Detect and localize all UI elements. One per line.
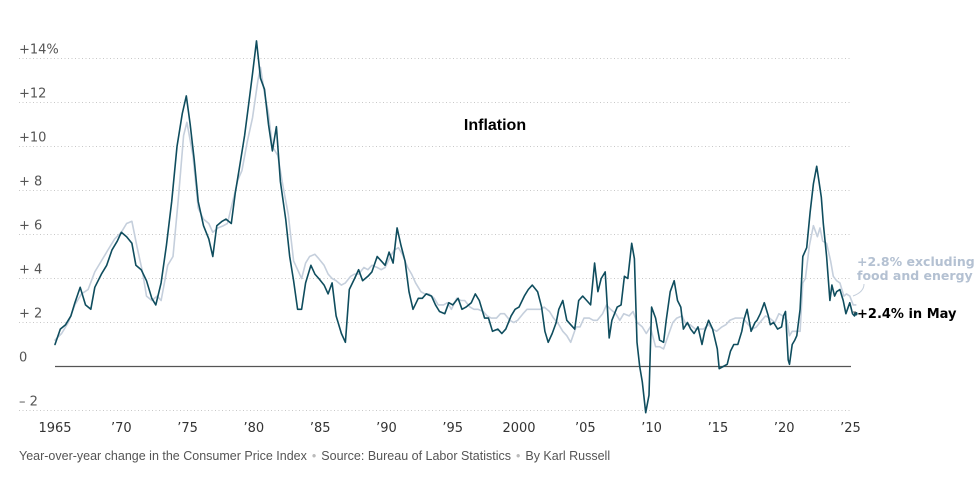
chart-byline: By Karl Russell (525, 449, 611, 463)
y-tick-label: + 8 (19, 175, 42, 190)
x-tick-label: 1965 (38, 421, 71, 436)
x-tick-label: ’20 (774, 421, 795, 436)
y-tick-label: + 2 (19, 307, 42, 322)
y-tick-label: +14% (19, 43, 59, 58)
inflation-chart: +14% +12 +10 + 8 + 6 + 4 + 2 0 – 2 1965 ’70 ’75 ’80… (19, 40, 975, 436)
x-tick-label: ’75 (177, 421, 198, 436)
x-axis: 1965 ’70 ’75 ’80 ’85 ’90 ’95 2000 ’05 ’10 ’15 ’20 ’2… (38, 421, 860, 436)
all-items-label: +2.4% in May (857, 307, 957, 322)
series-line-cpi (54, 40, 857, 414)
x-tick-label: ’90 (376, 421, 397, 436)
core-label-line2: food and energy (857, 268, 973, 283)
x-tick-label: ’95 (442, 421, 463, 436)
series-endpoint (854, 311, 858, 316)
x-tick-label: ’70 (111, 421, 132, 436)
y-tick-label: +10 (19, 131, 46, 146)
chart-footer: Year-over-year change in the Consumer Pr… (19, 449, 610, 463)
core-label-leader (852, 283, 865, 297)
series-line-core-cpi (54, 66, 857, 350)
x-tick-label: 2000 (502, 421, 535, 436)
x-tick-label: ’85 (310, 421, 331, 436)
y-tick-label: 0 (19, 351, 27, 366)
footer-separator: • (311, 449, 317, 463)
footer-separator: • (515, 449, 521, 463)
y-axis: +14% +12 +10 + 8 + 6 + 4 + 2 0 – 2 (19, 43, 59, 410)
x-tick-label: ’10 (641, 421, 662, 436)
y-tick-label: +12 (19, 87, 46, 102)
x-tick-label: ’25 (840, 421, 861, 436)
y-tick-label: + 6 (19, 219, 42, 234)
chart-caption: Year-over-year change in the Consumer Pr… (19, 449, 307, 463)
gridlines (19, 58, 851, 411)
x-tick-label: ’80 (244, 421, 265, 436)
x-tick-label: ’15 (708, 421, 729, 436)
y-tick-label: – 2 (19, 395, 38, 410)
y-tick-label: + 4 (19, 263, 42, 278)
chart-source: Source: Bureau of Labor Statistics (321, 449, 511, 463)
x-tick-label: ’05 (575, 421, 596, 436)
series-lines (54, 40, 858, 414)
chart-title: Inflation (464, 117, 526, 134)
core-label-line1: +2.8% excluding (857, 254, 975, 269)
